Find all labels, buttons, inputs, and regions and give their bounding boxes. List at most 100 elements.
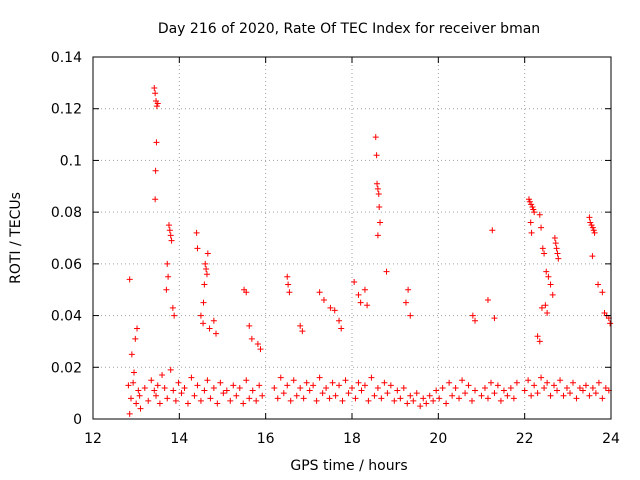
data-point	[589, 224, 596, 231]
data-point	[591, 229, 598, 236]
data-point	[587, 219, 594, 226]
data-point	[539, 245, 546, 252]
y-tick-label: 0.14	[51, 50, 82, 66]
data-point	[484, 395, 491, 402]
data-point	[420, 395, 427, 402]
data-point	[586, 214, 593, 221]
data-point	[159, 372, 166, 379]
data-point	[579, 387, 586, 394]
data-point	[576, 384, 583, 391]
data-point	[383, 268, 390, 275]
data-point	[599, 395, 606, 402]
data-point	[417, 403, 424, 410]
data-point	[589, 253, 596, 260]
data-point	[131, 369, 138, 376]
data-point	[290, 377, 297, 384]
data-point	[478, 392, 485, 399]
data-point	[210, 317, 217, 324]
data-point	[313, 397, 320, 404]
data-point	[164, 395, 171, 402]
data-point	[545, 273, 552, 280]
data-point	[387, 382, 394, 389]
data-point	[375, 191, 382, 198]
data-point	[538, 374, 545, 381]
data-point	[462, 390, 469, 397]
y-tick-label: 0.06	[51, 257, 82, 273]
data-point	[345, 390, 352, 397]
data-point	[253, 397, 260, 404]
data-point	[166, 227, 173, 234]
data-point	[352, 395, 359, 402]
data-point	[472, 317, 479, 324]
data-point	[254, 341, 261, 348]
x-axis-label: GPS time / hours	[290, 458, 407, 474]
data-point	[170, 387, 177, 394]
data-point	[590, 227, 597, 234]
data-point	[130, 379, 137, 386]
data-point	[134, 325, 141, 332]
y-tick-label: 0.08	[51, 205, 82, 221]
data-point	[376, 203, 383, 210]
data-point	[285, 281, 292, 288]
data-point	[405, 286, 412, 293]
data-point	[336, 317, 343, 324]
data-point	[200, 320, 207, 327]
data-point	[336, 382, 343, 389]
data-point	[246, 322, 253, 329]
data-point	[469, 397, 476, 404]
data-point	[491, 390, 498, 397]
data-point	[528, 392, 535, 399]
data-point	[459, 377, 466, 384]
grid-lines	[93, 57, 611, 419]
data-point	[541, 250, 548, 257]
data-point	[280, 390, 287, 397]
data-point	[449, 392, 456, 399]
data-point	[407, 392, 414, 399]
data-point	[443, 400, 450, 407]
data-point	[553, 245, 560, 252]
data-point	[316, 289, 323, 296]
data-point	[528, 201, 535, 208]
data-point	[128, 351, 135, 358]
data-point	[373, 152, 380, 159]
data-point	[200, 299, 207, 306]
data-point	[153, 392, 160, 399]
data-point	[407, 312, 414, 319]
data-point	[197, 312, 204, 319]
data-point	[184, 400, 191, 407]
y-tick-label: 0.02	[51, 360, 82, 376]
data-point	[220, 390, 227, 397]
data-point	[202, 260, 209, 267]
data-point	[500, 387, 507, 394]
data-point	[323, 384, 330, 391]
data-point	[293, 392, 300, 399]
data-point	[167, 232, 174, 239]
data-point	[169, 304, 176, 311]
data-point	[430, 397, 437, 404]
data-point	[554, 250, 561, 257]
data-point	[397, 395, 404, 402]
data-point	[137, 405, 144, 412]
data-point	[541, 384, 548, 391]
data-point	[551, 382, 558, 389]
data-point	[287, 397, 294, 404]
data-point	[163, 286, 170, 293]
data-point	[404, 400, 411, 407]
data-point	[201, 281, 208, 288]
data-point	[497, 397, 504, 404]
data-point	[145, 397, 152, 404]
data-point	[300, 395, 307, 402]
data-point	[504, 392, 511, 399]
data-point	[573, 395, 580, 402]
y-tick-label: 0.1	[60, 153, 82, 169]
data-point	[310, 382, 317, 389]
data-point	[439, 384, 446, 391]
data-point	[188, 374, 195, 381]
data-point	[306, 387, 313, 394]
data-point	[203, 271, 210, 278]
data-point	[217, 379, 224, 386]
data-point	[472, 387, 479, 394]
x-tick-label: 14	[170, 431, 188, 447]
data-point	[332, 392, 339, 399]
data-point	[544, 379, 551, 386]
